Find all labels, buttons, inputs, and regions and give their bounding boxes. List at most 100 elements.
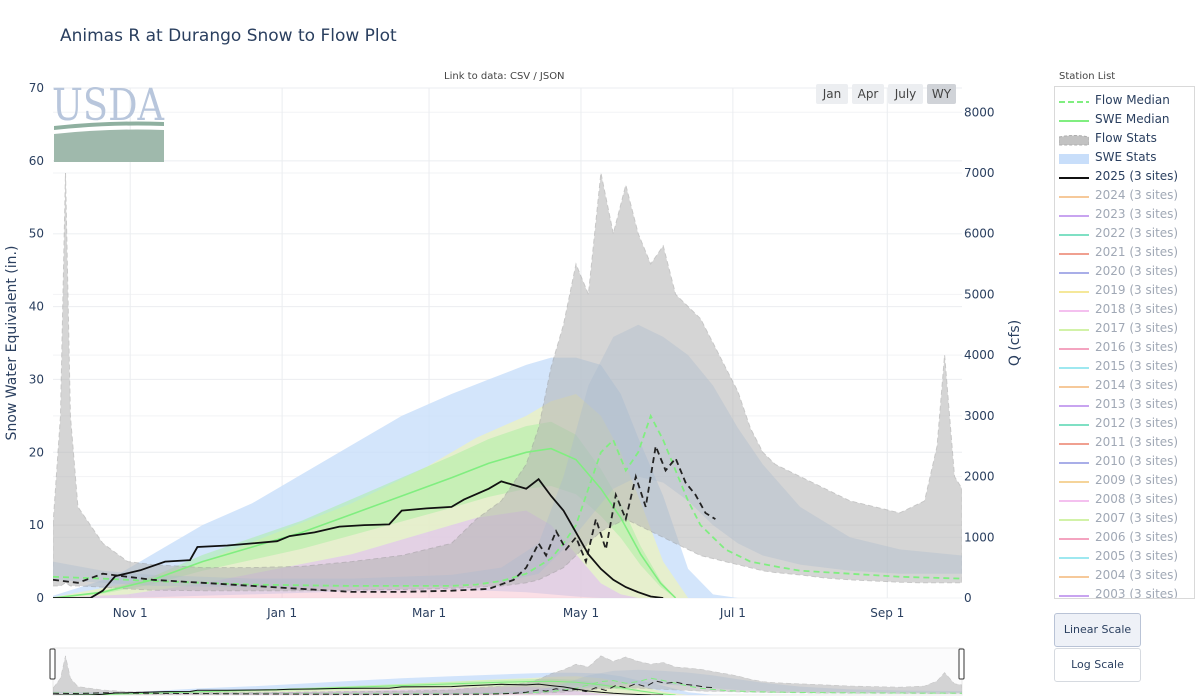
- range-slider-left-handle[interactable]: [49, 648, 56, 680]
- data-link-prefix: Link to data:: [444, 71, 507, 82]
- x-tick-label: Sep 1: [870, 606, 904, 620]
- legend-item[interactable]: 2014 (3 sites): [1055, 376, 1194, 395]
- legend-item[interactable]: 2006 (3 sites): [1055, 528, 1194, 547]
- legend-item[interactable]: Flow Stats: [1055, 129, 1194, 148]
- y2-tick-label: 8000: [964, 105, 995, 119]
- linear-scale-button[interactable]: Linear Scale: [1054, 613, 1141, 647]
- legend-item[interactable]: 2021 (3 sites): [1055, 243, 1194, 262]
- legend-item[interactable]: 2023 (3 sites): [1055, 205, 1194, 224]
- legend-item[interactable]: SWE Stats: [1055, 148, 1194, 167]
- legend-label: SWE Stats: [1095, 150, 1157, 164]
- legend-swatch: [1059, 456, 1089, 468]
- legend-item[interactable]: 2024 (3 sites): [1055, 186, 1194, 205]
- plot-area[interactable]: [53, 172, 962, 598]
- usda-logo-field: [54, 129, 164, 162]
- legend-label: 2003 (3 sites): [1095, 587, 1179, 599]
- legend-label: 2025 (3 sites): [1095, 169, 1179, 183]
- flow-median-line: [53, 677, 962, 695]
- legend-label: 2004 (3 sites): [1095, 568, 1179, 582]
- legend-label: Flow Stats: [1095, 131, 1157, 145]
- legend-item[interactable]: 2015 (3 sites): [1055, 357, 1194, 376]
- legend-item[interactable]: 2013 (3 sites): [1055, 395, 1194, 414]
- legend-label: 2011 (3 sites): [1095, 435, 1179, 449]
- range-button-july[interactable]: July: [888, 84, 923, 104]
- legend-item[interactable]: 2004 (3 sites): [1055, 566, 1194, 585]
- legend-item[interactable]: 2008 (3 sites): [1055, 490, 1194, 509]
- y-tick-label: 10: [29, 518, 44, 532]
- range-slider-right-handle[interactable]: [958, 648, 965, 680]
- legend-item[interactable]: Flow Median: [1055, 91, 1194, 110]
- legend-item[interactable]: SWE Median: [1055, 110, 1194, 129]
- legend-item[interactable]: 2003 (3 sites): [1055, 585, 1194, 599]
- y2-tick-label: 3000: [964, 409, 995, 423]
- legend[interactable]: Flow Median SWE Median Flow Stats SWE Stats…: [1054, 86, 1195, 599]
- swe-median-line: [53, 447, 677, 598]
- legend-title: Station List: [1059, 71, 1116, 82]
- legend-swatch: [1059, 551, 1089, 563]
- legend-item[interactable]: 2018 (3 sites): [1055, 300, 1194, 319]
- legend-item[interactable]: 2005 (3 sites): [1055, 547, 1194, 566]
- legend-label: 2014 (3 sites): [1095, 378, 1179, 392]
- legend-swatch: [1059, 589, 1089, 598]
- legend-label: 2010 (3 sites): [1095, 454, 1179, 468]
- flow-stats-outer-band: [53, 172, 962, 592]
- legend-item[interactable]: 2016 (3 sites): [1055, 338, 1194, 357]
- legend-item[interactable]: 2010 (3 sites): [1055, 452, 1194, 471]
- json-link[interactable]: JSON: [539, 71, 565, 82]
- legend-swatch: [1059, 228, 1089, 240]
- usda-logo: USDA: [52, 80, 165, 162]
- legend-label: Flow Median: [1095, 93, 1170, 107]
- legend-item[interactable]: 2007 (3 sites): [1055, 509, 1194, 528]
- y-tick-label: 70: [29, 81, 44, 95]
- legend-item[interactable]: 2009 (3 sites): [1055, 471, 1194, 490]
- y2-tick-label: 5000: [964, 287, 995, 301]
- legend-swatch: [1059, 418, 1089, 430]
- legend-swatch: [1059, 304, 1089, 316]
- legend-label: 2005 (3 sites): [1095, 549, 1179, 563]
- legend-item[interactable]: 2017 (3 sites): [1055, 319, 1194, 338]
- x-tick-label: Nov 1: [113, 606, 148, 620]
- legend-label: 2017 (3 sites): [1095, 321, 1179, 335]
- chart-title: Animas R at Durango Snow to Flow Plot: [60, 26, 397, 46]
- flow-2025-line: [53, 680, 716, 695]
- y2-tick-label: 1000: [964, 530, 995, 544]
- swe-2025-line: [53, 683, 664, 695]
- legend-swatch: [1059, 532, 1089, 544]
- legend-swatch: [1059, 513, 1089, 525]
- y-tick-label: 60: [29, 154, 44, 168]
- legend-item[interactable]: 2019 (3 sites): [1055, 281, 1194, 300]
- range-button-wy[interactable]: WY: [927, 84, 956, 104]
- legend-swatch: [1059, 209, 1089, 221]
- flow-stats-inner-band: [53, 669, 962, 694]
- y-tick-label: 20: [29, 445, 44, 459]
- y-tick-label: 0: [36, 591, 44, 605]
- log-scale-button[interactable]: Log Scale: [1054, 648, 1141, 682]
- legend-label: 2022 (3 sites): [1095, 226, 1179, 240]
- legend-label: 2016 (3 sites): [1095, 340, 1179, 354]
- swe-median-line: [53, 680, 676, 695]
- data-link-separator: /: [533, 71, 537, 82]
- csv-link[interactable]: CSV: [509, 71, 531, 82]
- legend-item[interactable]: 2020 (3 sites): [1055, 262, 1194, 281]
- y2-tick-label: 6000: [964, 227, 995, 241]
- x-tick-label: May 1: [563, 606, 599, 620]
- legend-label: 2006 (3 sites): [1095, 530, 1179, 544]
- legend-swatch: [1059, 152, 1089, 164]
- range-slider[interactable]: [49, 647, 965, 696]
- legend-swatch: [1059, 95, 1089, 107]
- legend-swatch: [1059, 285, 1089, 297]
- range-button-apr[interactable]: Apr: [852, 84, 884, 104]
- legend-item[interactable]: 2011 (3 sites): [1055, 433, 1194, 452]
- legend-item[interactable]: 2025 (3 sites): [1055, 167, 1194, 186]
- legend-item[interactable]: 2022 (3 sites): [1055, 224, 1194, 243]
- legend-label: SWE Median: [1095, 112, 1170, 126]
- flow-stats-inner-band: [53, 324, 962, 588]
- legend-swatch: [1058, 133, 1090, 146]
- legend-label: 2019 (3 sites): [1095, 283, 1179, 297]
- legend-swatch: [1059, 437, 1089, 449]
- legend-swatch: [1059, 247, 1089, 259]
- flow-stats-outer-band: [53, 655, 962, 695]
- legend-item[interactable]: 2012 (3 sites): [1055, 414, 1194, 433]
- range-button-jan[interactable]: Jan: [816, 84, 848, 104]
